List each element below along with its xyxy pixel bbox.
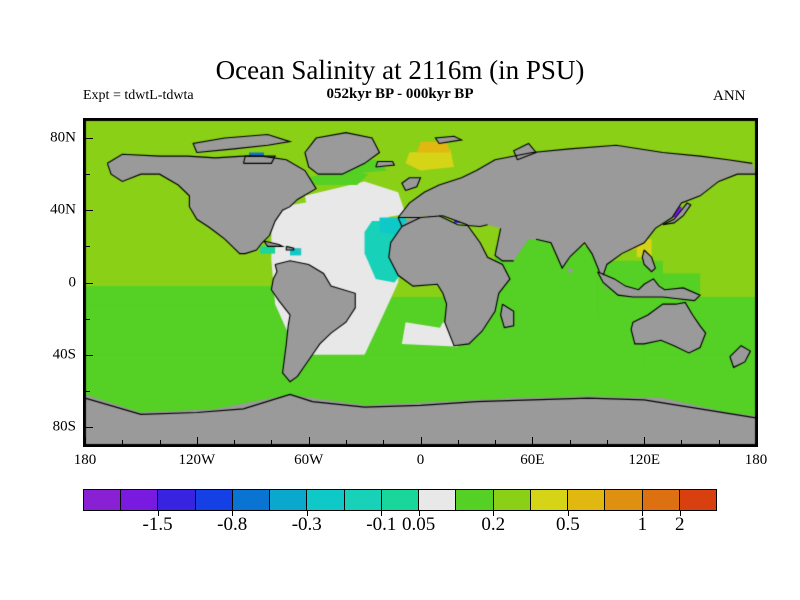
x-axis-label: 180	[744, 452, 768, 468]
y-axis-minor-tick	[85, 319, 90, 320]
map-plot-area	[83, 118, 758, 447]
colorbar-tick-label: -0.8	[217, 514, 248, 535]
colorbar-segment	[381, 490, 420, 510]
colorbar	[83, 489, 717, 511]
x-axis-minor-tick	[234, 440, 235, 445]
colorbar-tick-label: 0.5	[555, 514, 580, 535]
y-axis-label: 80S	[52, 418, 76, 435]
colorbar-segment	[456, 490, 494, 510]
y-axis-major-tick	[85, 283, 93, 284]
x-axis-major-tick	[421, 437, 422, 445]
x-axis-major-tick	[756, 437, 757, 445]
x-axis-label: 120W	[178, 452, 216, 468]
colorbar-segment	[158, 490, 196, 510]
y-axis-major-tick	[85, 427, 93, 428]
x-axis-label: 180	[73, 452, 97, 468]
colorbar-tick-label: -0.3	[291, 514, 322, 535]
y-axis-major-tick	[85, 210, 93, 211]
x-axis-major-tick	[309, 437, 310, 445]
x-axis-major-tick	[644, 437, 645, 445]
colorbar-segment	[642, 490, 680, 510]
y-axis-label: 40N	[50, 201, 76, 218]
colorbar-tick	[307, 511, 308, 516]
colorbar-segment	[195, 490, 233, 510]
colorbar-tick	[680, 511, 681, 516]
colorbar-segment	[679, 490, 716, 510]
page-title: Ocean Salinity at 2116m (in PSU)	[215, 55, 585, 85]
x-axis-minor-tick	[122, 440, 123, 445]
colorbar-segment	[344, 490, 382, 510]
colorbar-tick	[642, 511, 643, 516]
x-axis-label: 60W	[294, 452, 324, 468]
colorbar-tick	[381, 511, 382, 516]
colorbar-segment	[419, 490, 457, 510]
salinity-anomaly-map	[85, 120, 756, 445]
colorbar-tick-label: -1.5	[142, 514, 173, 535]
x-axis-minor-tick	[570, 440, 571, 445]
x-axis-minor-tick	[607, 440, 608, 445]
colorbar-segment	[605, 490, 643, 510]
season-label: ANN	[713, 88, 746, 104]
y-axis-label: 80N	[50, 129, 76, 146]
colorbar-segment	[568, 490, 606, 510]
x-axis-minor-tick	[346, 440, 347, 445]
x-axis-minor-tick	[383, 440, 384, 445]
colorbar-segment	[232, 490, 271, 510]
y-axis-minor-tick	[85, 246, 90, 247]
y-axis-major-tick	[85, 138, 93, 139]
x-axis-minor-tick	[271, 440, 272, 445]
x-axis-minor-tick	[719, 440, 720, 445]
colorbar-segment	[121, 490, 159, 510]
colorbar-tick-label: -0.1	[366, 514, 397, 535]
colorbar-tick	[493, 511, 494, 516]
colorbar-segment	[270, 490, 308, 510]
x-axis-minor-tick	[160, 440, 161, 445]
x-axis-label: 120E	[628, 452, 660, 468]
colorbar-tick	[419, 511, 420, 516]
colorbar-tick-label: 1	[637, 514, 648, 535]
x-axis-minor-tick	[681, 440, 682, 445]
colorbar-tick-label: 0.05	[402, 514, 436, 535]
y-axis-major-tick	[85, 355, 93, 356]
colorbar-tick	[568, 511, 569, 516]
x-axis-major-tick	[532, 437, 533, 445]
y-axis-minor-tick	[85, 391, 90, 392]
y-axis-minor-tick	[85, 174, 90, 175]
colorbar-tick	[232, 511, 233, 516]
y-axis-label: 40S	[52, 346, 76, 363]
colorbar-segment	[530, 490, 569, 510]
colorbar-tick-label: 0.2	[481, 514, 506, 535]
x-axis-label: 60E	[520, 452, 545, 468]
experiment-label: Expt = tdwtL-tdwta	[83, 88, 194, 103]
x-axis-minor-tick	[458, 440, 459, 445]
x-axis-major-tick	[197, 437, 198, 445]
colorbar-tick	[158, 511, 159, 516]
x-axis-major-tick	[85, 437, 86, 445]
colorbar-segment	[307, 490, 345, 510]
x-axis-minor-tick	[495, 440, 496, 445]
colorbar-segment	[84, 490, 122, 510]
y-axis-label: 0	[68, 274, 77, 290]
colorbar-tick-label: 2	[674, 514, 685, 535]
chart-subtitle: 052kyr BP - 000kyr BP	[326, 86, 474, 102]
colorbar-segment	[493, 490, 531, 510]
x-axis-label: 0	[416, 452, 425, 468]
